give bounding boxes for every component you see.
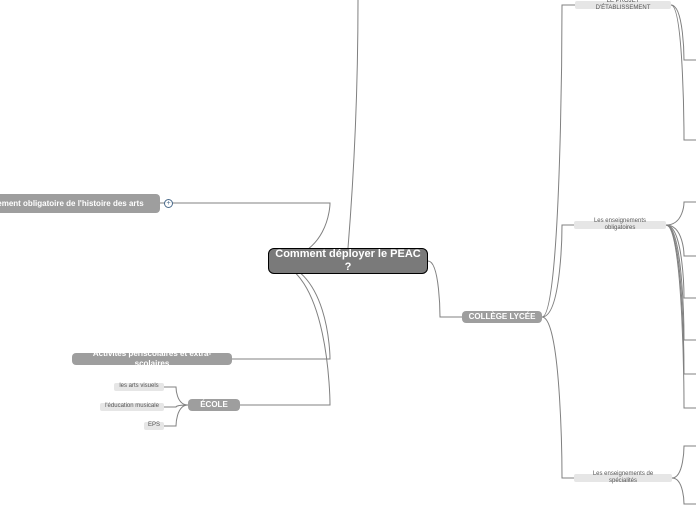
node-ecole[interactable]: ÉCOLE [188, 399, 240, 411]
node-enseignements-obligatoires[interactable]: Les enseignements obligatoires [574, 221, 666, 229]
node-eps[interactable]: EPS [144, 422, 164, 430]
expand-icon[interactable]: + [164, 199, 173, 208]
node-college-lycee[interactable]: COLLÈGE LYCÉE [462, 311, 542, 323]
node-histoire-arts[interactable]: seignement obligatoire de l'histoire des… [0, 194, 160, 213]
node-enseignements-specialites[interactable]: Les enseignements de spécialités [574, 474, 672, 482]
root-node[interactable]: Comment déployer le PEAC ? [268, 248, 428, 274]
node-activites[interactable]: Activités périscolaires et extra-scolair… [72, 353, 232, 365]
node-projet-etablissement[interactable]: LE PROJET D'ÉTABLISSEMENT [575, 1, 671, 9]
node-education-musicale[interactable]: l'éducation musicale [100, 403, 164, 411]
node-arts-visuels[interactable]: les arts visuels [114, 383, 164, 391]
mindmap-canvas: Comment déployer le PEAC ? seignement ob… [0, 0, 696, 520]
